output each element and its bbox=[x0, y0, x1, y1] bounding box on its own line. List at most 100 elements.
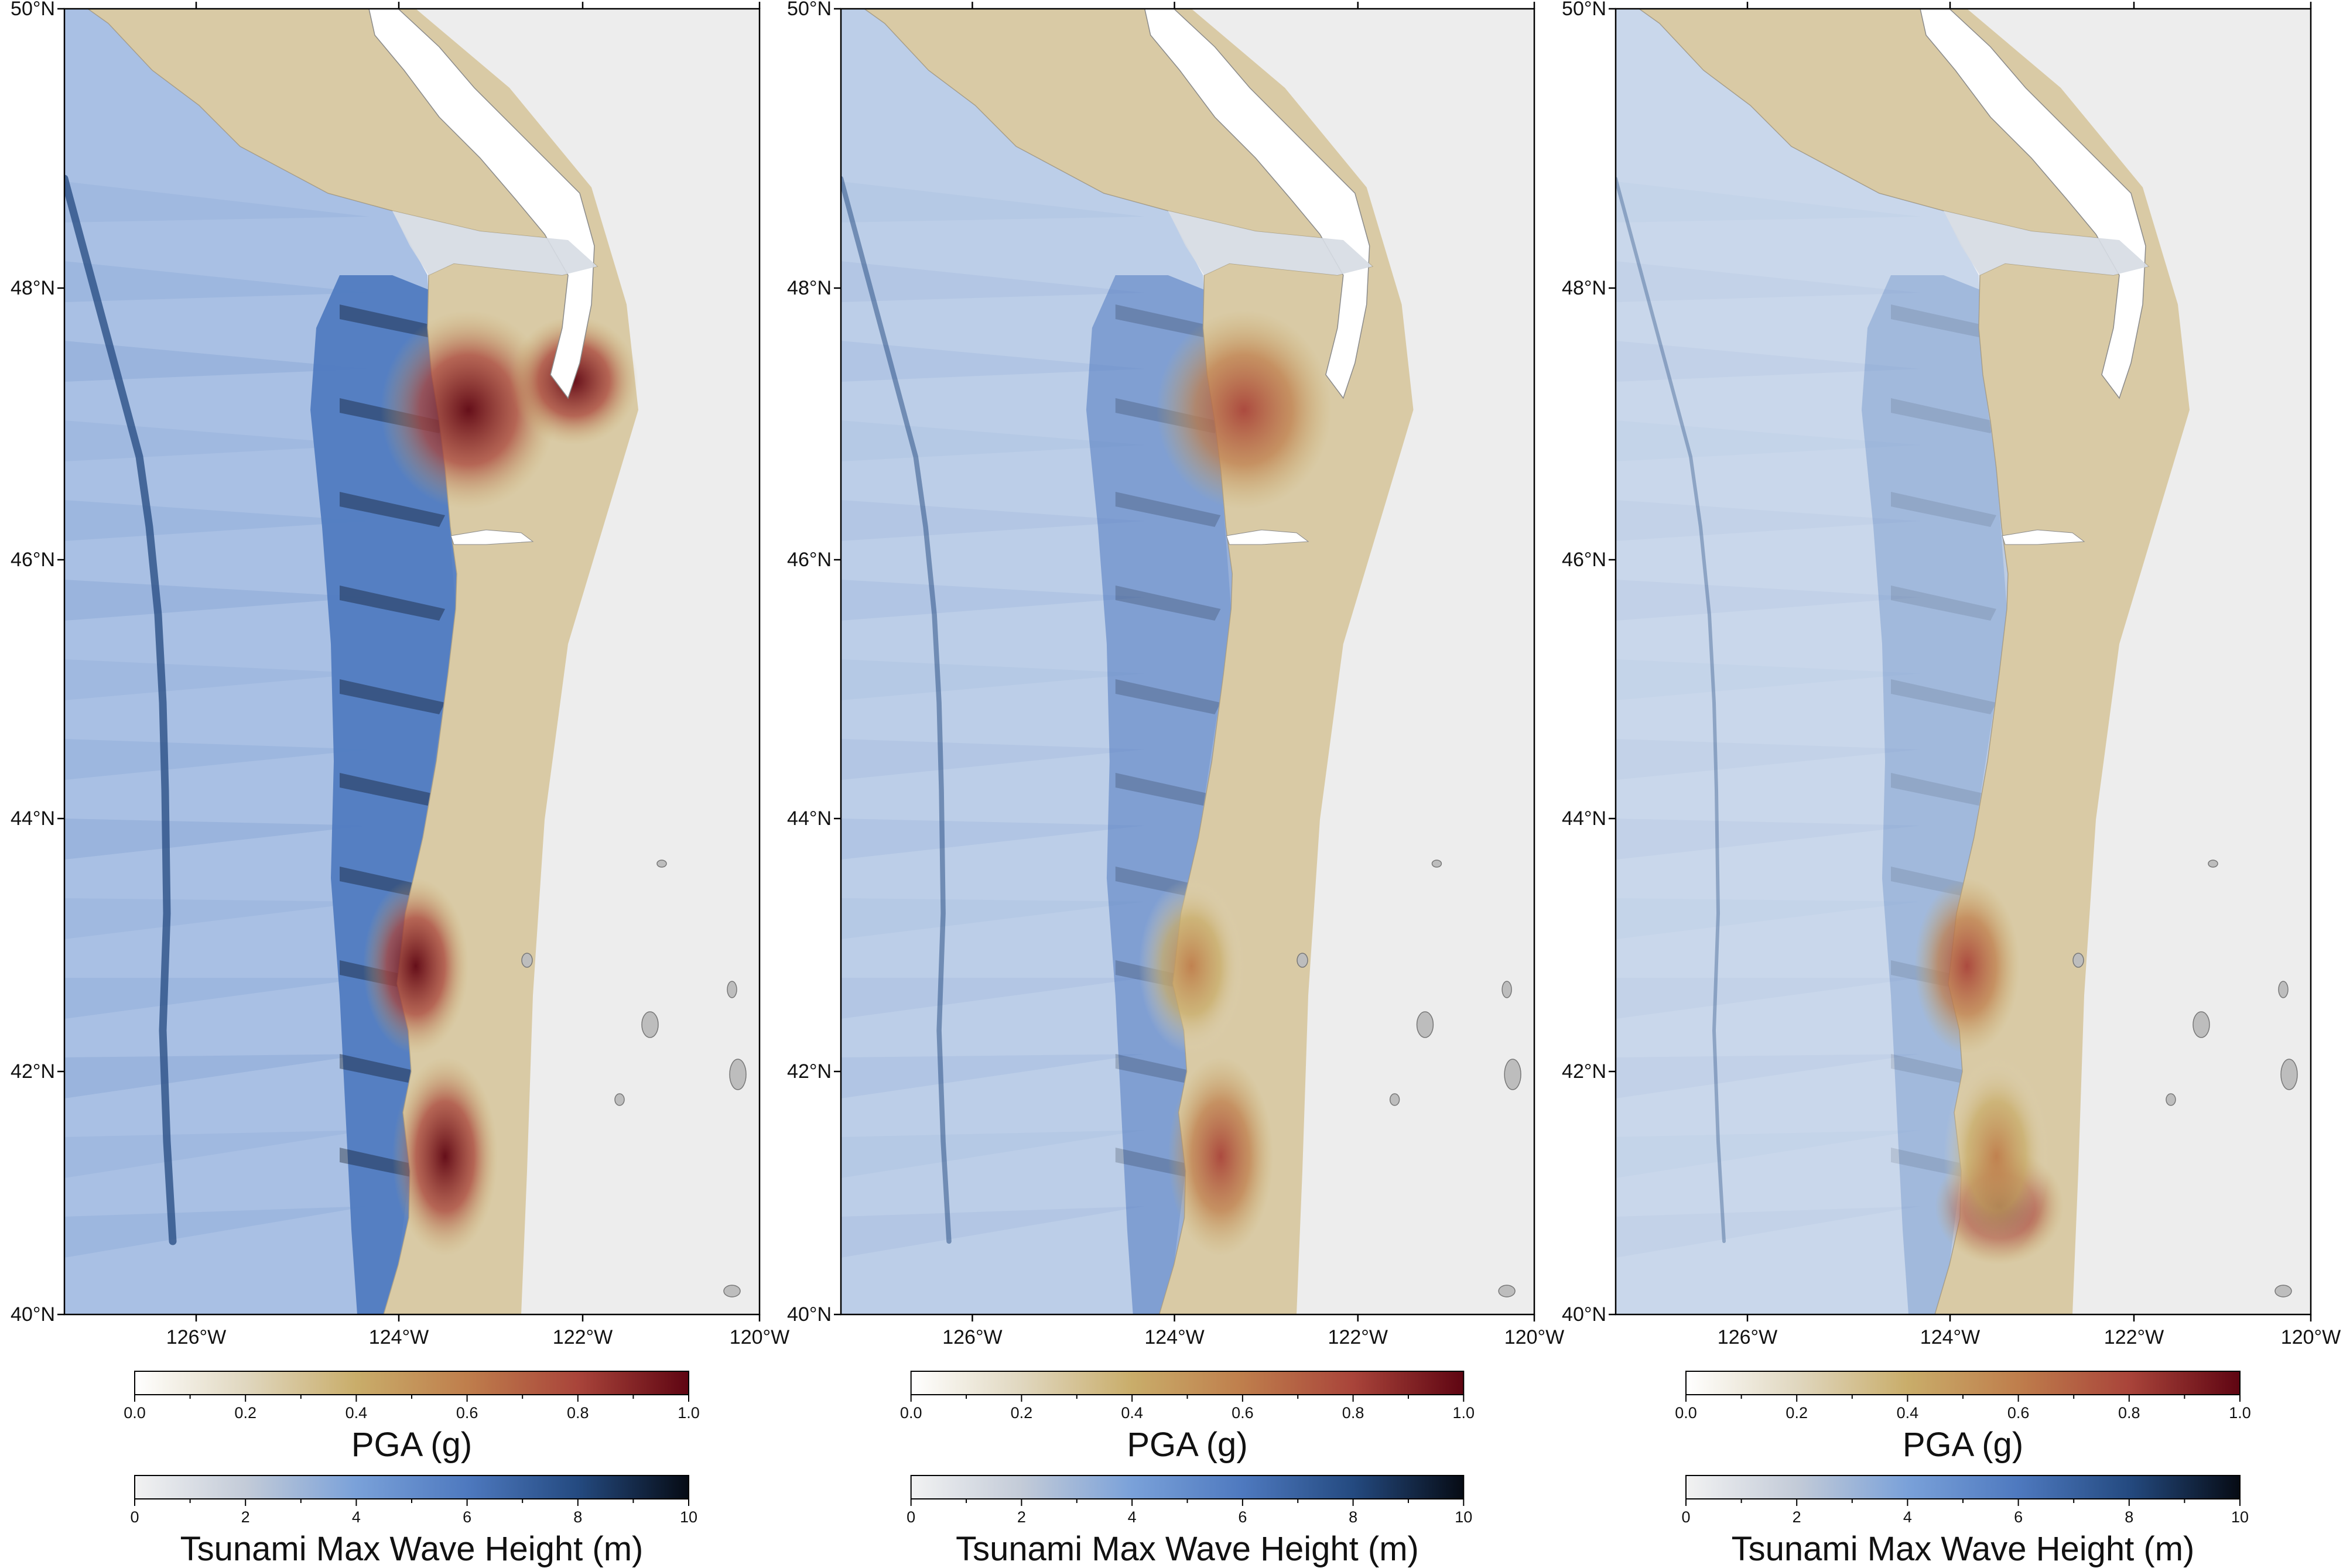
pga-hotspot bbox=[392, 1057, 498, 1256]
lat-label: 50°N bbox=[11, 0, 55, 20]
pga-colorbar-tick-label: 0.8 bbox=[2118, 1404, 2140, 1422]
strait-juan-de-fuca bbox=[1944, 211, 2149, 275]
columbia-river bbox=[450, 529, 534, 545]
lake bbox=[2278, 981, 2289, 998]
lake bbox=[2208, 860, 2218, 868]
lat-label: 40°N bbox=[1562, 1303, 1606, 1326]
lake bbox=[2072, 953, 2084, 968]
tsunami-nearshore-band bbox=[1862, 275, 2020, 1314]
map-frame bbox=[840, 8, 1535, 1316]
lat-label: 40°N bbox=[787, 1303, 832, 1326]
wave-height-colorbar-title: Tsunami Max Wave Height (m) bbox=[180, 1530, 644, 1568]
lon-label: 124°W bbox=[1920, 1326, 1980, 1348]
lake bbox=[614, 1093, 625, 1106]
lon-label: 120°W bbox=[730, 1326, 789, 1348]
pga-colorbar-tick-label: 1.0 bbox=[2229, 1404, 2251, 1422]
pga-colorbar-tick-label: 0.8 bbox=[567, 1404, 589, 1422]
wave-height-colorbar-tick-label: 0 bbox=[130, 1508, 139, 1526]
pga-colorbar: 0.0 0.2 0.4 0.6 0.8 1.0 PGA (g) bbox=[1675, 1371, 2251, 1464]
pga-colorbar-tick-label: 0.0 bbox=[900, 1404, 922, 1422]
pga-colorbar-tick-label: 1.0 bbox=[678, 1404, 700, 1422]
pga-colorbar-bar bbox=[1685, 1371, 2241, 1395]
pga-colorbar-tick-label: 0.4 bbox=[1897, 1404, 1919, 1422]
lat-label: 40°N bbox=[11, 1303, 55, 1326]
pga-colorbar-title: PGA (g) bbox=[351, 1426, 472, 1464]
wave-height-colorbar-tick-label: 8 bbox=[2125, 1508, 2133, 1526]
lake bbox=[2192, 1011, 2210, 1038]
wave-height-colorbar-bar bbox=[910, 1475, 1465, 1499]
pga-colorbar: 0.0 0.2 0.4 0.6 0.8 1.0 PGA (g) bbox=[124, 1371, 700, 1464]
lon-label: 120°W bbox=[2281, 1326, 2341, 1348]
lake bbox=[727, 981, 737, 998]
strait-juan-de-fuca bbox=[1168, 211, 1373, 275]
wave-height-colorbar-tick-label: 10 bbox=[2231, 1508, 2249, 1526]
lat-label: 50°N bbox=[787, 0, 832, 20]
salish-sea bbox=[368, 9, 595, 399]
lake bbox=[1297, 953, 1308, 968]
subduction-trench-line bbox=[64, 174, 177, 1245]
pga-colorbar-tick-label: 0.0 bbox=[124, 1404, 146, 1422]
lat-label: 48°N bbox=[787, 277, 832, 299]
lake bbox=[729, 1059, 747, 1090]
lake bbox=[656, 860, 667, 868]
lon-label: 126°W bbox=[942, 1326, 1002, 1348]
wave-height-colorbar-tick-label: 2 bbox=[1793, 1508, 1801, 1526]
wave-height-colorbar: 0 2 4 6 8 10 Tsunami Max Wave Height (m) bbox=[1681, 1475, 2249, 1568]
tsunami-nearshore-band bbox=[1086, 275, 1244, 1314]
lat-label: 42°N bbox=[11, 1060, 55, 1083]
pga-hotspot bbox=[1944, 1057, 2049, 1256]
columbia-river bbox=[1226, 529, 1309, 545]
lon-label: 126°W bbox=[166, 1326, 226, 1348]
lake bbox=[1504, 1059, 1521, 1090]
pga-colorbar-title: PGA (g) bbox=[1127, 1426, 1247, 1464]
wave-height-colorbar-tick-label: 2 bbox=[1017, 1508, 1026, 1526]
pga-colorbar-title: PGA (g) bbox=[1903, 1426, 2023, 1464]
wave-height-colorbar-tick-label: 8 bbox=[573, 1508, 582, 1526]
pga-colorbar-tick-label: 0.6 bbox=[2007, 1404, 2030, 1422]
pga-coastal-zone bbox=[1639, 9, 2190, 1314]
pga-hotspot bbox=[1168, 1057, 1274, 1256]
lat-label: 50°N bbox=[1562, 0, 1606, 20]
wave-height-colorbar-tick-label: 0 bbox=[907, 1508, 915, 1526]
wave-height-colorbar-tick-label: 6 bbox=[2014, 1508, 2023, 1526]
wave-height-colorbar-tick-label: 4 bbox=[1903, 1508, 1912, 1526]
map-panel-right: 40°N 42°N 44°N 46°N 48°N 50°N 126°W 124°W 122°W 1… bbox=[1562, 0, 2341, 1568]
lon-label: 122°W bbox=[553, 1326, 613, 1348]
pga-colorbar-tick-label: 0.4 bbox=[346, 1404, 368, 1422]
pga-colorbar-tick-label: 0.2 bbox=[1786, 1404, 1808, 1422]
lon-label: 122°W bbox=[1328, 1326, 1388, 1348]
lake bbox=[2166, 1093, 2176, 1106]
lat-label: 46°N bbox=[1562, 549, 1606, 571]
map-panel-middle: 40°N 42°N 44°N 46°N 48°N 50°N 126°W 124°W 122°W 1… bbox=[787, 0, 1564, 1568]
strait-juan-de-fuca bbox=[392, 211, 597, 275]
tsunami-nearshore-band bbox=[310, 275, 468, 1314]
wave-height-colorbar-tick-label: 8 bbox=[1349, 1508, 1357, 1526]
pga-colorbar-tick-label: 0.8 bbox=[1342, 1404, 1364, 1422]
lon-label: 120°W bbox=[1504, 1326, 1564, 1348]
lon-label: 124°W bbox=[369, 1326, 429, 1348]
salish-sea bbox=[1920, 9, 2146, 399]
salish-sea bbox=[1144, 9, 1370, 399]
lat-label: 46°N bbox=[787, 549, 832, 571]
pga-colorbar-bar bbox=[134, 1371, 689, 1395]
wave-height-colorbar: 0 2 4 6 8 10 Tsunami Max Wave Height (m) bbox=[907, 1475, 1472, 1568]
pga-colorbar: 0.0 0.2 0.4 0.6 0.8 1.0 PGA (g) bbox=[900, 1371, 1475, 1464]
lake bbox=[1416, 1011, 1434, 1038]
pga-colorbar-tick-label: 0.2 bbox=[234, 1404, 256, 1422]
pga-hotspot bbox=[1156, 310, 1332, 509]
subduction-trench-line bbox=[1616, 177, 1726, 1243]
map-frame bbox=[63, 8, 761, 1316]
wave-height-colorbar-tick-label: 10 bbox=[1455, 1508, 1472, 1526]
lat-label: 44°N bbox=[11, 807, 55, 830]
lake bbox=[1431, 860, 1442, 868]
lat-label: 46°N bbox=[11, 549, 55, 571]
lat-label: 48°N bbox=[1562, 277, 1606, 299]
lake bbox=[723, 1285, 741, 1297]
pga-colorbar-tick-label: 0.4 bbox=[1121, 1404, 1143, 1422]
wave-height-colorbar-tick-label: 4 bbox=[1128, 1508, 1137, 1526]
lake bbox=[521, 953, 533, 968]
pga-colorbar-tick-label: 0.0 bbox=[1675, 1404, 1697, 1422]
lat-label: 44°N bbox=[1562, 807, 1606, 830]
lake bbox=[1501, 981, 1512, 998]
